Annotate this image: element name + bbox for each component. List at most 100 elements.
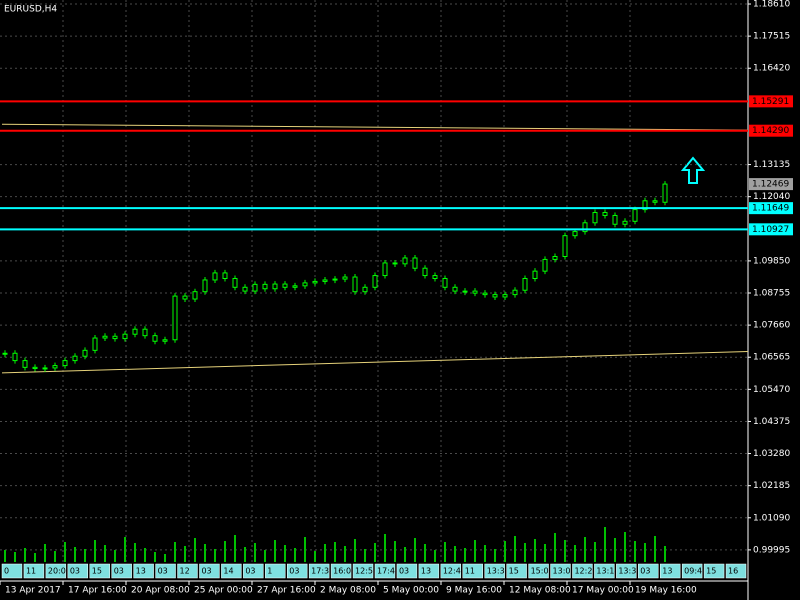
x-tick-label: 13 Apr 2017: [5, 586, 61, 596]
time-marker-box: [528, 563, 549, 579]
candle: [252, 283, 258, 292]
time-marker-box: [1, 563, 23, 579]
time-marker-box: [374, 563, 396, 579]
time-marker-box: [265, 563, 286, 579]
time-marker-box: [308, 563, 330, 579]
time-marker: 15: [706, 567, 716, 576]
time-marker: 11: [465, 567, 475, 576]
x-tick-label: 17 May 00:00: [572, 586, 634, 596]
moving-average: [1, 123, 749, 131]
time-marker-box: [572, 563, 593, 579]
candle: [22, 360, 28, 368]
candle: [302, 282, 308, 287]
time-marker: 17:45: [377, 567, 400, 576]
candle: [482, 292, 488, 296]
candle: [632, 209, 638, 222]
level-label: 1.14290: [752, 126, 789, 136]
candle: [442, 277, 448, 288]
candle: [532, 270, 538, 279]
time-marker: 09:45: [684, 567, 707, 576]
candle: [222, 272, 228, 279]
candle: [12, 352, 18, 362]
time-marker: 03: [158, 567, 168, 576]
x-tick-label: 19 May 16:00: [635, 586, 697, 596]
time-marker: 15: [509, 567, 519, 576]
y-tick-label: 1.17515: [753, 32, 790, 42]
candle: [422, 267, 428, 277]
time-marker-box: [45, 563, 67, 579]
candle: [362, 286, 368, 293]
y-tick-label: 1.06565: [753, 353, 790, 363]
candle: [42, 367, 48, 370]
time-marker: 16: [728, 567, 738, 576]
current-price-box: [749, 178, 793, 191]
time-marker-box: [484, 563, 505, 579]
candle: [602, 212, 608, 216]
time-marker-box: [550, 563, 571, 579]
x-tick-label: 17 Apr 16:00: [68, 586, 127, 596]
candle: [72, 355, 78, 362]
candle: [212, 272, 218, 281]
x-tick-label: 25 Apr 00:00: [194, 586, 253, 596]
level-box: [749, 124, 793, 137]
time-marker-box: [506, 563, 527, 579]
candle: [622, 220, 628, 225]
y-tick-label: 1.07660: [753, 321, 790, 331]
candle: [542, 258, 548, 272]
candle: [392, 262, 398, 265]
level-label: 1.10927: [752, 225, 789, 235]
time-marker: 03: [70, 567, 80, 576]
candle: [112, 335, 118, 340]
time-marker: 1: [267, 567, 272, 576]
candle: [102, 335, 108, 339]
candle: [492, 294, 498, 298]
candle: [122, 333, 128, 340]
time-marker: 11: [26, 567, 36, 576]
x-tick-label: 27 Apr 16:00: [257, 586, 316, 596]
time-marker: 13:38: [487, 567, 510, 576]
time-marker-box: [681, 563, 703, 579]
candle: [662, 183, 668, 203]
time-marker-box: [396, 563, 418, 579]
y-tick-label: 1.05470: [753, 385, 790, 395]
candle: [2, 352, 8, 355]
candle: [382, 262, 388, 277]
x-tick-label: 20 Apr 08:00: [131, 586, 190, 596]
time-marker-box: [638, 563, 659, 579]
candle: [202, 279, 208, 293]
candle: [52, 365, 58, 369]
candle: [372, 275, 378, 288]
time-marker-box: [155, 563, 176, 579]
time-marker-box: [594, 563, 615, 579]
time-marker-box: [659, 563, 681, 579]
candle: [572, 231, 578, 237]
level-box: [749, 223, 793, 236]
time-marker: 12:58: [355, 567, 378, 576]
time-marker: 13: [662, 567, 672, 576]
candle: [592, 212, 598, 224]
candle: [552, 255, 558, 260]
candle: [562, 235, 568, 257]
candle: [312, 280, 318, 284]
time-marker: 15:00: [531, 567, 554, 576]
time-marker: 03: [640, 567, 650, 576]
candle: [352, 276, 358, 293]
y-tick-label: 1.01090: [753, 513, 790, 523]
time-marker: 12: [180, 567, 190, 576]
candle: [412, 257, 418, 269]
y-tick-label: 1.09850: [753, 256, 790, 266]
candle: [522, 277, 528, 291]
buy-arrow: [680, 156, 706, 184]
y-tick-label: 1.16420: [753, 64, 790, 74]
time-marker-box: [462, 563, 483, 579]
candle: [612, 214, 618, 225]
candle: [472, 290, 478, 294]
candle: [512, 289, 518, 296]
candle: [642, 200, 648, 211]
time-marker-box: [616, 563, 637, 579]
candle: [502, 294, 508, 298]
chart-title: EURUSD,H4: [4, 5, 57, 15]
time-marker: 13: [136, 567, 146, 576]
time-marker-box: [725, 563, 747, 579]
